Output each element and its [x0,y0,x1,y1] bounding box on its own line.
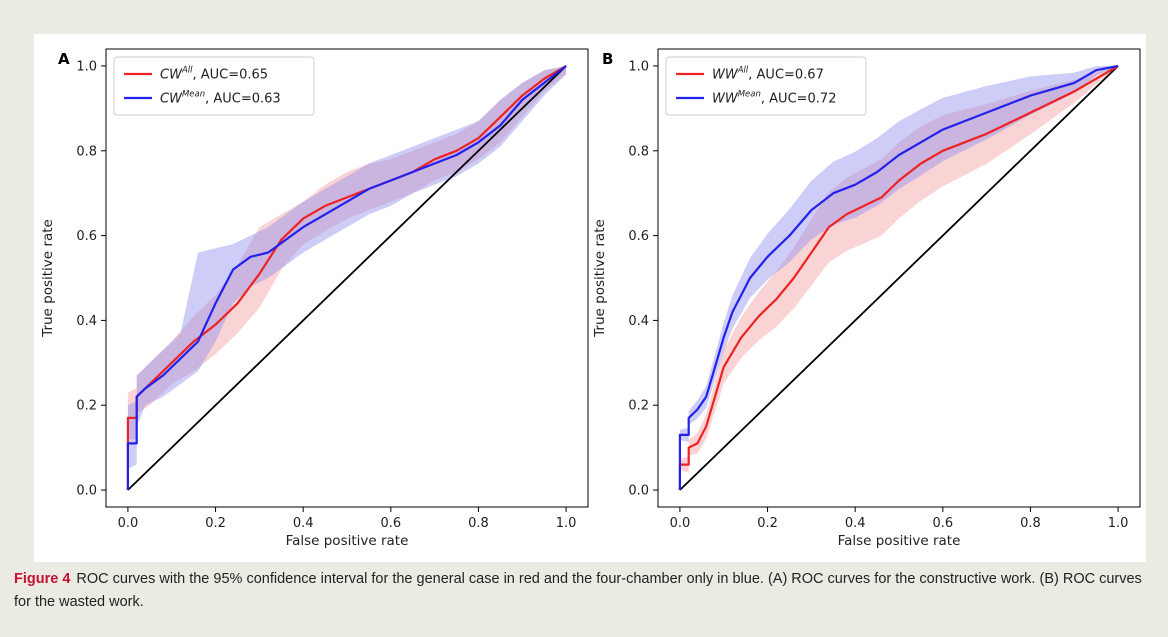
y-tick-label: 0.6 [76,229,97,244]
chart-panel-b: 0.0 0.2 0.4 0.6 0.8 1.0 0.0 0.2 0.4 0.6 0.8 1.0 Fals… [592,48,1141,549]
x-axis-label: False positive rate [838,533,961,549]
y-tick-label: 0.8 [76,144,97,159]
figure-panel: 0.0 0.2 0.4 0.6 0.8 1.0 0.0 0.2 0.4 0.6 0.8 1.0 Fals… [6,6,1162,564]
y-tick-label: 0.8 [628,144,649,159]
legend-entry-blue: CWMean, AUC=0.63 [160,90,281,107]
y-tick-label: 0.2 [628,399,649,414]
legend-entry-red: CWAll, AUC=0.65 [160,66,268,83]
roc-line-blue [126,65,567,490]
chance-diagonal-line [679,65,1119,491]
x-tick-label: 1.0 [1108,516,1129,531]
x-tick-label: 0.8 [468,516,489,531]
y-axis-label: True positive rate [592,219,608,338]
x-tick-label: 0.8 [1020,516,1041,531]
confidence-band-red [679,66,1119,490]
legend-entry-red: WWAll, AUC=0.67 [712,66,824,83]
legend: CWAll, AUC=0.65 CWMean, AUC=0.63 [113,56,315,116]
x-axis-label: False positive rate [286,533,409,549]
panel-letter: A [58,50,70,68]
x-tick-label: 0.2 [205,516,226,531]
y-tick-label: 0.2 [76,399,97,414]
y-tick-label: 1.0 [76,59,97,74]
x-tick-label: 0.0 [670,516,691,531]
y-tick-label: 0.0 [76,484,97,499]
x-tick-label: 0.4 [293,516,314,531]
figure-caption-text: ROC curves with the 95% confidence inter… [14,571,1142,610]
y-tick-label: 0.4 [628,314,649,329]
y-tick-label: 0.6 [628,229,649,244]
y-tick-label: 0.4 [76,314,97,329]
legend-entry-blue: WWMean, AUC=0.72 [712,90,836,107]
x-tick-label: 0.2 [757,516,778,531]
y-tick-label: 0.0 [628,484,649,499]
chance-diagonal-line [127,65,567,491]
confidence-band-blue [679,66,1119,490]
plot-area: 0.0 0.2 0.4 0.6 0.8 1.0 0.0 0.2 0.4 0.6 0.8 1.0 Fals… [34,34,1146,562]
legend-box [113,56,315,116]
x-tick-label: 0.6 [932,516,953,531]
x-tick-label: 0.4 [845,516,866,531]
x-tick-label: 0.0 [118,516,139,531]
x-tick-label: 1.0 [556,516,577,531]
roc-line-red [678,65,1119,490]
axes-frame [657,48,1141,508]
chart-panel-a: 0.0 0.2 0.4 0.6 0.8 1.0 0.0 0.2 0.4 0.6 0.8 1.0 Fals… [40,48,589,549]
x-tick-label: 0.6 [380,516,401,531]
y-tick-label: 1.0 [628,59,649,74]
legend: WWAll, AUC=0.67 WWMean, AUC=0.72 [665,56,867,116]
figure-caption: Figure 4 ROC curves with the 95% confiden… [14,568,1154,614]
axes-frame [105,48,589,508]
legend-box [665,56,867,116]
y-axis-label: True positive rate [40,219,56,338]
figure-caption-label: Figure 4 [14,571,71,587]
panel-letter: B [602,50,613,68]
roc-figure-svg: 0.0 0.2 0.4 0.6 0.8 1.0 0.0 0.2 0.4 0.6 0.8 1.0 Fals… [40,48,1141,549]
roc-line-blue [678,64,1119,490]
